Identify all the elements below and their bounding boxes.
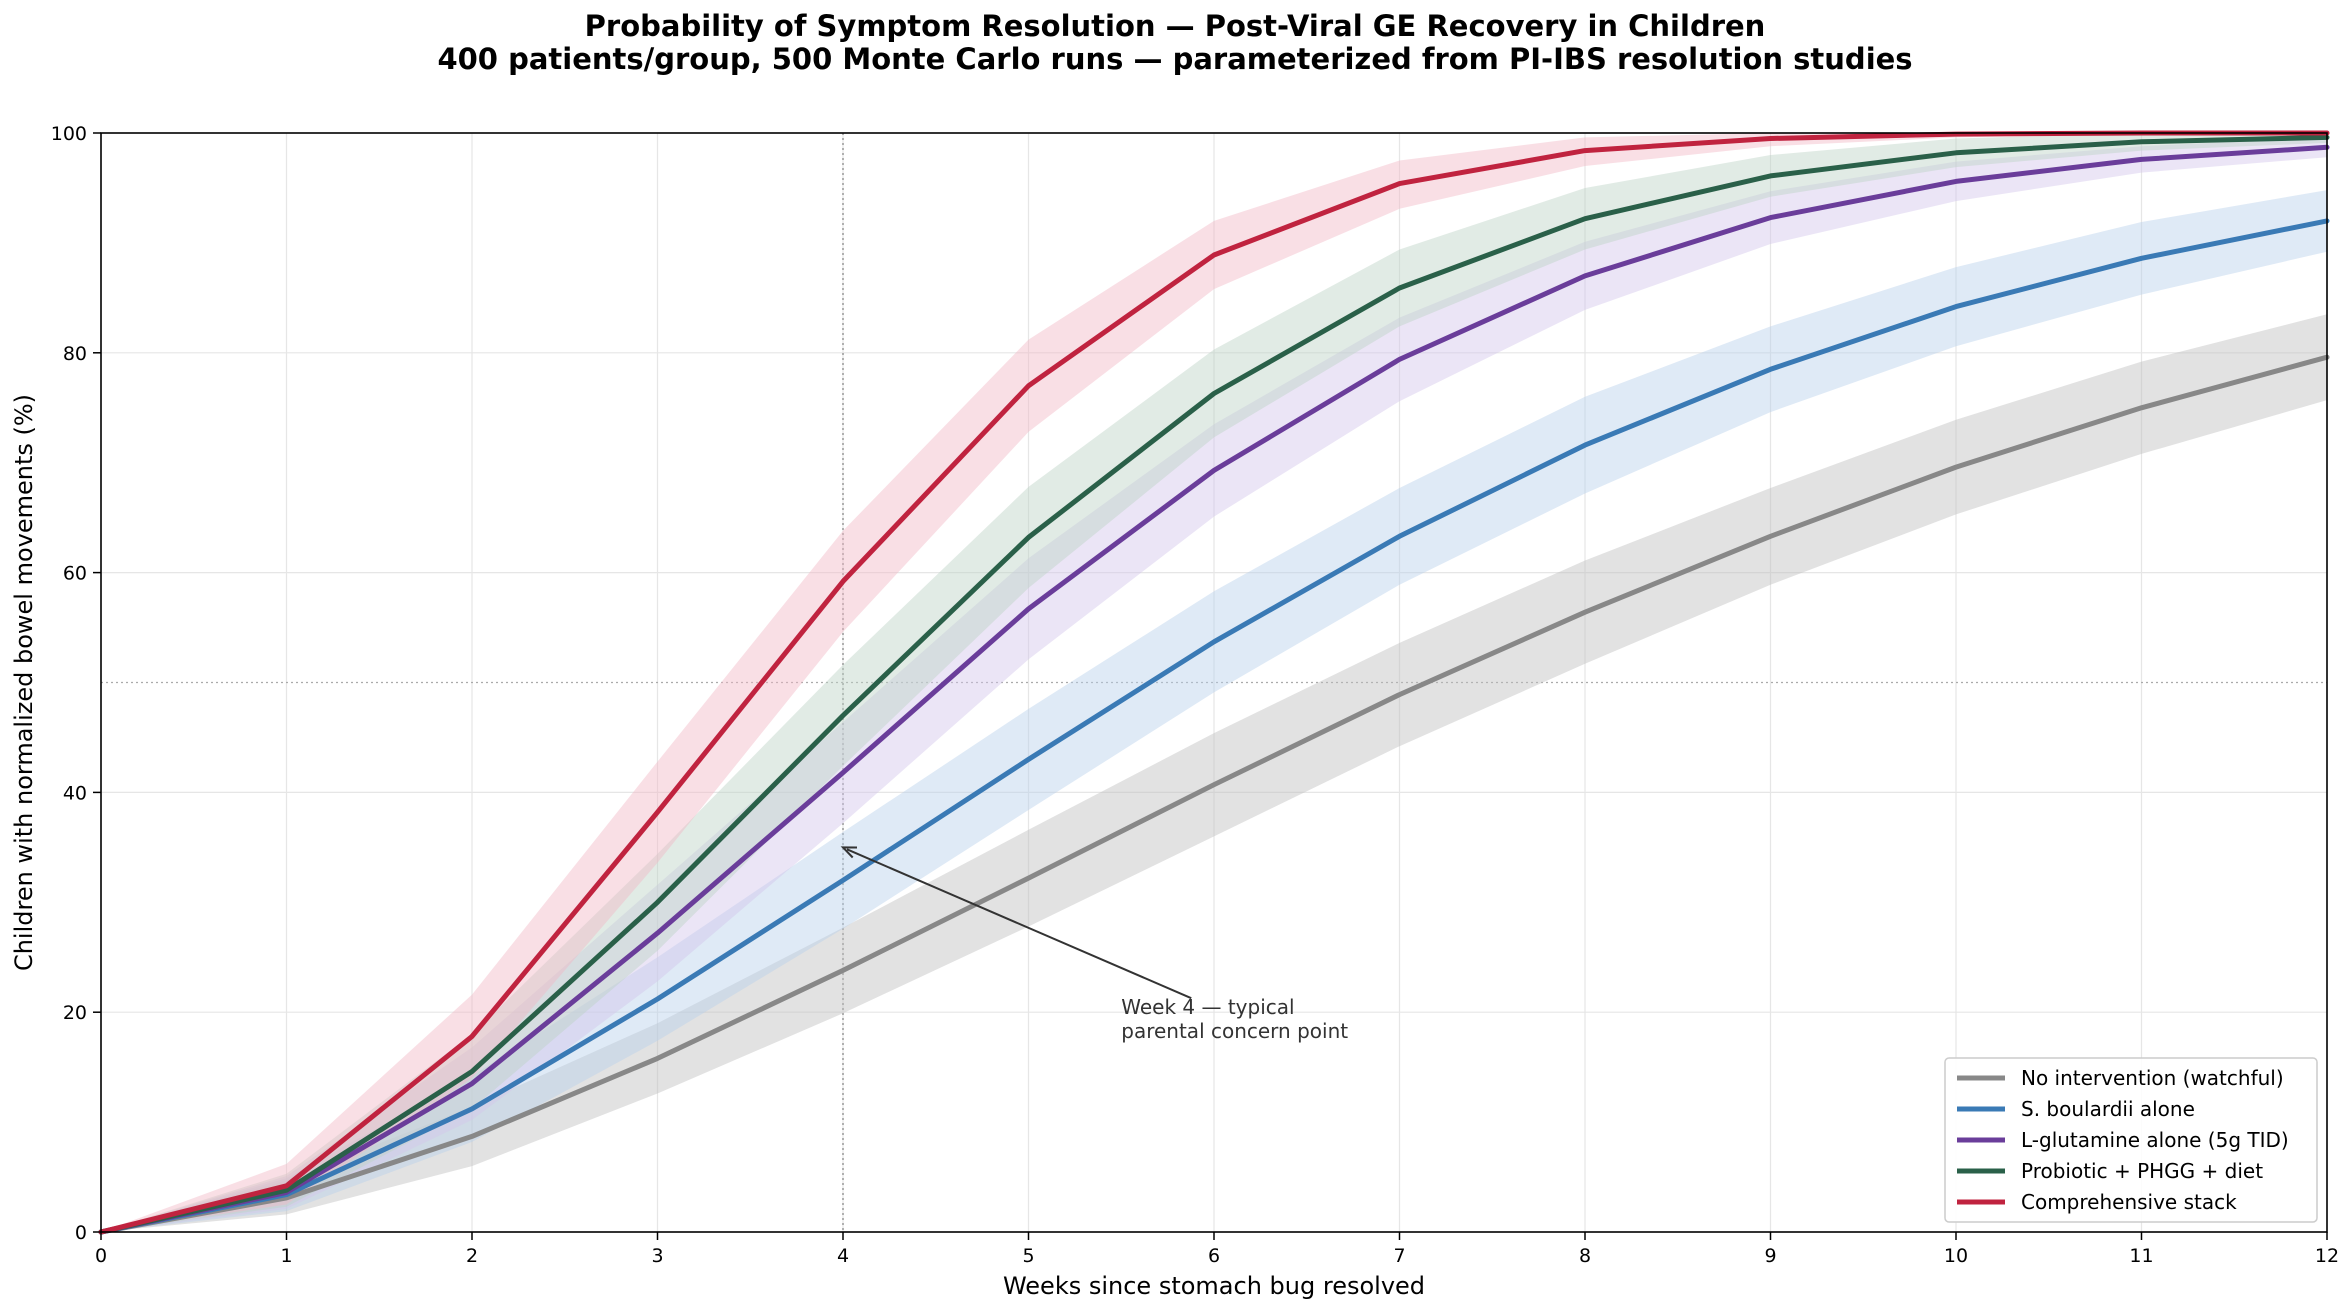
x-tick-label: 12	[2315, 1245, 2339, 1267]
reference-lines	[101, 133, 2327, 1232]
y-tick-label: 80	[63, 343, 87, 365]
legend-label-0: No intervention (watchful)	[2021, 1066, 2284, 1090]
legend-label-4: Comprehensive stack	[2021, 1190, 2237, 1214]
confidence-band-3	[101, 133, 2327, 1232]
y-tick-label: 60	[63, 563, 87, 585]
series-line-4	[98, 130, 2330, 1235]
y-tick-label: 20	[63, 1002, 87, 1024]
series-line-3	[98, 134, 2330, 1235]
confidence-band-0	[101, 314, 2327, 1232]
confidence-bands	[101, 133, 2327, 1233]
legend-label-1: S. boulardii alone	[2021, 1097, 2195, 1121]
series-line-0	[98, 354, 2330, 1235]
y-axis-label: Children with normalized bowel movements…	[10, 394, 38, 971]
y-tick-label: 0	[75, 1222, 87, 1244]
x-tick-label: 5	[1022, 1245, 1034, 1267]
y-tick-label: 40	[63, 782, 87, 804]
legend-box	[1944, 1057, 2318, 1223]
annotation: Week 4 — typical parental concern point	[840, 846, 1348, 1043]
y-tick-label: 100	[51, 123, 87, 145]
annotation-text-line2: parental concern point	[1121, 1019, 1348, 1043]
chart-title: Probability of Symptom Resolution — Post…	[585, 9, 1766, 43]
confidence-band-1	[101, 190, 2327, 1233]
annotation-arrow	[846, 848, 1192, 1000]
chart-subtitle: 400 patients/group, 500 Monte Carlo runs…	[437, 42, 1912, 76]
series-line-2	[98, 144, 2330, 1235]
annotation-arrow-head	[840, 846, 858, 859]
x-axis-label: Weeks since stomach bug resolved	[1003, 1272, 1425, 1300]
annotation-text-line1: Week 4 — typical	[1121, 995, 1294, 1019]
x-tick-label: 10	[1944, 1245, 1968, 1267]
x-tick-label: 6	[1208, 1245, 1220, 1267]
x-tick-label: 1	[280, 1245, 292, 1267]
confidence-band-2	[101, 137, 2327, 1232]
x-tick-label: 4	[837, 1245, 849, 1267]
x-tick-label: 8	[1579, 1245, 1591, 1267]
x-tick-label: 3	[651, 1245, 663, 1267]
x-tick-label: 0	[95, 1245, 107, 1267]
x-tick-label: 2	[466, 1245, 478, 1267]
legend: No intervention (watchful) S. boulardii a…	[1944, 1057, 2318, 1223]
series-lines	[98, 130, 2330, 1235]
series-line-1	[98, 218, 2330, 1235]
x-tick-label: 11	[2129, 1245, 2153, 1267]
legend-label-3: Probiotic + PHGG + diet	[2021, 1159, 2263, 1183]
x-tick-label: 7	[1393, 1245, 1405, 1267]
x-tick-label: 9	[1764, 1245, 1776, 1267]
legend-label-2: L-glutamine alone (5g TID)	[2021, 1128, 2289, 1152]
